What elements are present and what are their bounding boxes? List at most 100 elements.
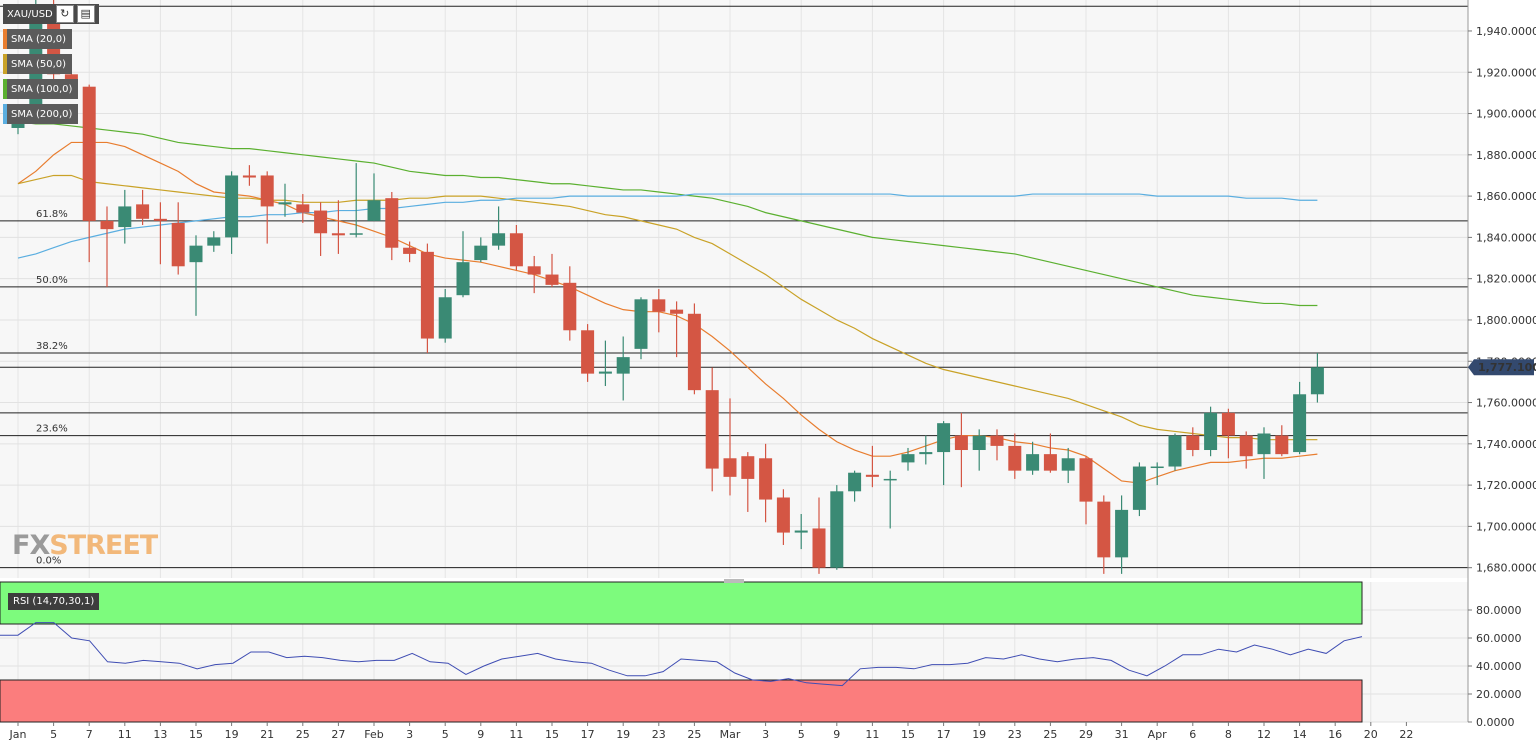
legend-sma-50-label: SMA (50,0) xyxy=(11,58,67,70)
x-tick-label: 16 xyxy=(1328,728,1342,741)
legend-sma-200[interactable]: SMA (200,0) xyxy=(3,104,79,124)
candle-body xyxy=(242,175,256,178)
candle-body xyxy=(634,299,648,349)
y-tick-label: 1,740.0000 xyxy=(1476,438,1536,451)
candle-body xyxy=(474,245,488,261)
candle-body xyxy=(367,200,381,221)
candle-body xyxy=(331,233,345,236)
candle-body xyxy=(581,330,595,374)
candle-body xyxy=(723,458,737,477)
x-tick-label: 17 xyxy=(937,728,951,741)
candle-body xyxy=(82,86,96,221)
x-tick-label: 11 xyxy=(509,728,523,741)
rsi-oversold-zone xyxy=(0,679,1363,723)
logo-street: STREET xyxy=(49,530,158,561)
x-tick-label: Feb xyxy=(364,728,383,741)
price-axis: 1,680.0000 1,700.0000 1,720.0000 1,740.0000… xyxy=(1467,0,1536,729)
y-tick-label: 1,860.0000 xyxy=(1476,190,1536,203)
candle-body xyxy=(153,218,167,221)
y-tick-label: 1,760.0000 xyxy=(1476,397,1536,410)
rsi-line xyxy=(0,622,1363,687)
candle-body xyxy=(687,313,701,391)
candle-body xyxy=(260,175,274,207)
rsi-legend[interactable]: RSI (14,70,30,1) xyxy=(8,593,100,610)
x-tick-label: 27 xyxy=(331,728,345,741)
candle-body xyxy=(1150,466,1164,469)
candle-body xyxy=(118,206,132,228)
candle-body xyxy=(937,423,951,453)
x-tick-label: 19 xyxy=(972,728,986,741)
candle-body xyxy=(385,198,399,248)
x-tick-label: Mar xyxy=(720,728,741,741)
fib-label: 61.8% xyxy=(36,209,68,220)
chart-type-icon[interactable]: ▤ xyxy=(76,5,95,23)
fib-label: 38.2% xyxy=(36,341,68,352)
candle-body xyxy=(296,204,310,213)
candle-body xyxy=(1293,394,1307,453)
main-plot-background xyxy=(0,0,1468,578)
candle-body xyxy=(1132,466,1146,510)
candle-body xyxy=(492,233,506,246)
y-tick-label: 1,800.0000 xyxy=(1476,314,1536,327)
y-tick-label: 1,840.0000 xyxy=(1476,231,1536,244)
x-tick-label: 11 xyxy=(865,728,879,741)
y-tick-label: 1,940.0000 xyxy=(1476,25,1536,38)
x-tick-label: 5 xyxy=(798,728,805,741)
price-tag-label: 1,777.1000 xyxy=(1478,361,1536,374)
candle-body xyxy=(349,233,363,235)
legend-sma-50[interactable]: SMA (50,0) xyxy=(3,54,73,74)
candle-body xyxy=(1257,433,1271,455)
fxstreet-logo: FXSTREET xyxy=(12,530,158,561)
candle-body xyxy=(990,435,1004,446)
x-tick-label: Jan xyxy=(9,728,27,741)
candle-body xyxy=(225,175,239,238)
candle-body xyxy=(545,274,559,285)
x-tick-label: 23 xyxy=(652,728,666,741)
fib-label: 23.6% xyxy=(36,424,68,435)
x-tick-label: 11 xyxy=(118,728,132,741)
candle-body xyxy=(776,497,790,533)
candle-body xyxy=(1115,509,1129,558)
candle-body xyxy=(456,262,470,296)
x-tick-label: 6 xyxy=(1189,728,1196,741)
candle-body xyxy=(865,474,879,477)
candle-body xyxy=(1008,445,1022,471)
y-tick-label: 1,700.0000 xyxy=(1476,520,1536,533)
x-tick-label: 5 xyxy=(442,728,449,741)
candle-body xyxy=(314,210,328,234)
x-tick-label: 23 xyxy=(1008,728,1022,741)
legend-sma-100-label: SMA (100,0) xyxy=(11,83,73,95)
candle-body xyxy=(1026,454,1040,471)
candle-body xyxy=(136,204,150,219)
candle-body xyxy=(598,371,612,374)
candle-body xyxy=(901,454,915,463)
x-tick-label: 29 xyxy=(1079,728,1093,741)
candle-body xyxy=(1168,435,1182,467)
y-tick-label: 1,820.0000 xyxy=(1476,273,1536,286)
candle-body xyxy=(278,202,292,205)
y-tick-label: 1,720.0000 xyxy=(1476,479,1536,492)
candle-body xyxy=(1204,412,1218,451)
fib-label: 50.0% xyxy=(36,275,68,286)
candle-body xyxy=(1097,501,1111,558)
candle-body xyxy=(171,222,185,267)
legend-sma-20[interactable]: SMA (20,0) xyxy=(3,29,73,49)
x-tick-label: 25 xyxy=(1043,728,1057,741)
candle-body xyxy=(1310,367,1324,395)
x-tick-label: 15 xyxy=(901,728,915,741)
legend-sma-200-label: SMA (200,0) xyxy=(11,108,73,120)
legend-sma-20-label: SMA (20,0) xyxy=(11,33,67,45)
candle-body xyxy=(100,220,114,230)
x-tick-label: 15 xyxy=(545,728,559,741)
symbol-label: XAU/USD xyxy=(7,8,53,20)
y-tick-label: 1,680.0000 xyxy=(1476,562,1536,575)
rsi-y-tick-label: 60.0000 xyxy=(1476,632,1522,645)
legend-sma-100[interactable]: SMA (100,0) xyxy=(3,79,79,99)
candle-body xyxy=(812,528,826,568)
panel-divider-handle[interactable] xyxy=(724,579,744,583)
x-tick-label: 21 xyxy=(260,728,274,741)
refresh-icon[interactable]: ↻ xyxy=(55,5,74,23)
x-tick-label: 14 xyxy=(1293,728,1307,741)
candle-body xyxy=(527,266,541,275)
